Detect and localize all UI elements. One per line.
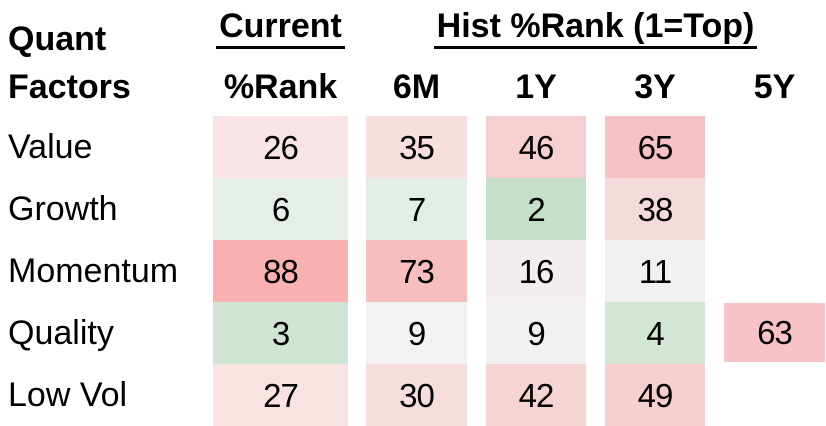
column-header-1y: 1Y: [515, 68, 557, 106]
cell-quality-current: 3: [213, 302, 348, 364]
cell-lowvol-1y: 42: [486, 364, 586, 426]
row-label-momentum: Momentum: [8, 252, 179, 290]
cell-value-1y: 46: [486, 116, 586, 178]
row-label-value: Value: [8, 128, 93, 166]
cell-growth-current: 6: [213, 178, 348, 240]
cell-quality-5y: 63: [724, 303, 825, 362]
cell-quality-6m: 9: [366, 302, 467, 364]
cell-value-current: 26: [213, 116, 348, 178]
cell-momentum-1y: 16: [486, 240, 586, 302]
cell-quality-3y: 4: [605, 302, 705, 364]
cell-lowvol-6m: 30: [366, 364, 467, 426]
column-header-6m: 6M: [392, 68, 441, 106]
column-header-5y: 5Y: [753, 68, 796, 106]
cell-value-6m: 35: [366, 116, 467, 178]
cell-quality-1y: 9: [486, 302, 586, 364]
cell-growth-1y: 2: [486, 178, 586, 240]
row-label-quality: Quality: [8, 314, 114, 352]
cell-momentum-6m: 73: [366, 240, 467, 302]
cell-momentum-3y: 11: [605, 240, 705, 302]
cell-momentum-current: 88: [213, 240, 348, 302]
cell-lowvol-current: 27: [213, 364, 348, 426]
cell-growth-6m: 7: [366, 178, 467, 240]
row-label-low-vol: Low Vol: [8, 376, 128, 414]
column-header-current-rank: %Rank: [223, 68, 338, 106]
column-group-hist-label: Hist %Rank (1=Top): [433, 9, 758, 49]
column-header-3y: 3Y: [634, 68, 676, 106]
column-group-hist: Hist %Rank (1=Top): [366, 0, 825, 58]
cell-value-3y: 65: [605, 116, 705, 178]
column-group-current: Current: [213, 0, 348, 58]
row-label-growth: Growth: [8, 190, 118, 228]
row-header-title-line2: Factors: [8, 68, 131, 106]
row-header-title-line1: Quant: [8, 20, 107, 58]
cell-growth-3y: 38: [605, 178, 705, 240]
column-group-current-label: Current: [216, 9, 345, 49]
cell-lowvol-3y: 49: [605, 364, 705, 426]
